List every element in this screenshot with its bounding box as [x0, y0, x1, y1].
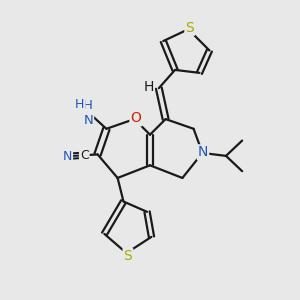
Text: H: H — [143, 80, 154, 94]
Text: S: S — [185, 21, 194, 35]
Text: C: C — [80, 149, 89, 162]
Text: H: H — [75, 98, 85, 111]
Text: H
N: H N — [83, 99, 93, 127]
Text: O: O — [130, 112, 141, 125]
Text: N: N — [63, 150, 72, 163]
Text: N: N — [198, 146, 208, 159]
Text: S: S — [124, 249, 132, 263]
